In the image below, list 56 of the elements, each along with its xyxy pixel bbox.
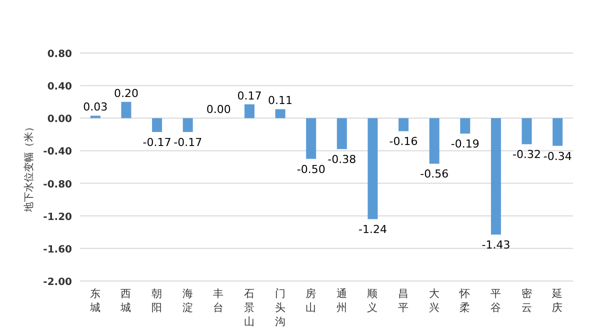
data-label: 0.11 [268,94,293,108]
data-label: -1.43 [482,238,510,252]
y-tick-label: -0.40 [43,146,72,158]
bar [90,116,100,118]
y-tick-label: 0.40 [47,82,72,93]
x-tick-label: 大兴 [428,287,440,314]
x-tick-label: 通州 [336,287,348,314]
data-label: -0.38 [328,153,356,166]
bar [398,118,409,132]
bar [552,118,563,146]
data-label: 0.03 [83,100,108,114]
data-label: -0.19 [450,138,480,151]
data-label: -0.17 [142,136,172,149]
x-tick-label: 门头沟 [274,287,286,328]
x-tick-label: 昌平 [398,288,410,314]
bar [490,118,501,235]
y-tick-label: -1.20 [43,212,72,223]
bar [336,118,347,150]
x-tick-label: 西城 [120,288,132,314]
data-label: -0.56 [420,168,449,181]
bar [460,118,470,134]
y-tick-label: -2.00 [43,277,72,288]
bar [244,104,254,118]
y-tick-label: 0.80 [47,49,72,60]
bar [275,109,286,118]
x-tick-label: 延庆 [551,288,564,314]
bar [182,118,193,132]
x-tick-label: 东城 [88,287,101,314]
x-tick-label: 朝阳 [152,287,163,314]
x-tick-label: 怀柔 [458,288,471,314]
data-label: -0.32 [512,148,542,162]
y-tick-label: 0.00 [47,114,72,126]
bar [152,118,162,132]
bar [368,118,378,220]
data-label: -0.50 [296,162,326,176]
bar [306,118,316,159]
bar [522,118,532,144]
data-label: -0.17 [174,136,202,149]
x-tick-label: 石景山 [244,288,255,328]
y-tick-label: -0.80 [43,179,72,190]
x-tick-label: 丰台 [213,287,224,314]
x-tick-label: 房山 [306,287,317,314]
data-label: -0.34 [543,150,572,163]
data-label: -1.24 [358,223,387,236]
x-tick-label: 海淀 [182,288,194,314]
data-label: 0.20 [114,86,138,100]
data-label: -0.16 [389,135,418,148]
x-tick-label: 顺义 [367,288,378,314]
x-tick-label: 密云 [521,287,532,314]
bar [429,118,440,164]
x-tick-label: 平谷 [490,288,502,314]
data-label: 0.17 [237,89,262,102]
y-axis-title: 地下水位变幅（米） [23,122,35,213]
bar [121,102,132,118]
y-tick-label: -1.60 [43,244,72,256]
data-label: 0.00 [206,103,231,116]
